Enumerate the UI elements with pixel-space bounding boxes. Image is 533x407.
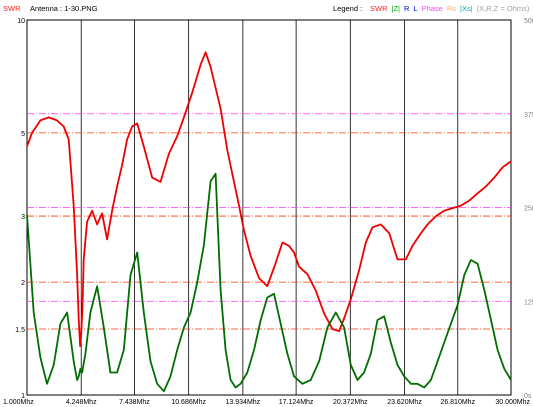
- right-axis-tick-label: 125: [524, 299, 533, 306]
- x-axis-tick-label: 7.438Mhz: [119, 399, 150, 406]
- x-axis-tick-label: 23.620Mhz: [387, 399, 422, 406]
- legend-label: Legend :: [333, 4, 362, 13]
- swr-axis-title: SWR: [3, 4, 21, 13]
- left-axis-tick-label: 5: [21, 131, 25, 138]
- swr-series-line: [26, 51, 512, 348]
- legend-item: R: [404, 4, 410, 13]
- left-axis-tick-label: 2: [21, 280, 25, 287]
- antenna-file-label: Antenna : 1-30.PNG: [30, 4, 98, 13]
- left-axis-tick-label: 3: [21, 214, 25, 221]
- impedance-series-line: [26, 172, 512, 393]
- x-axis-tick-label: 26.810Mhz: [440, 399, 475, 406]
- right-axis-tick-label: 0s: [524, 393, 532, 400]
- x-axis-tick-label: 10.686Mhz: [171, 399, 206, 406]
- x-axis-tick-label: 4.248Mhz: [66, 399, 97, 406]
- left-axis-tick-label: 10: [17, 18, 25, 25]
- legend-item: |Xs|: [460, 4, 473, 13]
- legend-item: |Z|: [392, 4, 401, 13]
- right-axis-tick-label: 250: [524, 206, 533, 213]
- legend-item: L: [413, 4, 417, 13]
- legend: SWR |Z| R L Phase Rs |Xs| (X,R,Z = Ohms): [370, 4, 530, 13]
- series-layer: [26, 51, 512, 393]
- legend-item: SWR: [370, 4, 388, 13]
- header: SWR Antenna : 1-30.PNG Legend : SWR |Z| R L…: [3, 4, 530, 13]
- x-axis-tick-label: 13.934Mhz: [226, 399, 261, 406]
- x-axis-tick-label: 1.000Mhz: [3, 399, 34, 406]
- legend-item: Phase: [422, 4, 443, 13]
- right-axis-tick-label: 375: [524, 112, 533, 119]
- x-axis-tick-label: 20.372Mhz: [333, 399, 368, 406]
- legend-item: (X,R,Z = Ohms): [477, 4, 530, 13]
- left-axis-tick-label: 1.5: [15, 327, 25, 334]
- legend-item: Rs: [447, 4, 456, 13]
- x-axis-tick-label: 17.124Mhz: [279, 399, 314, 406]
- right-axis-tick-label: 500: [524, 18, 533, 25]
- x-axis-tick-label: 30.000Mhz: [495, 399, 530, 406]
- tick-labels: 10 5 3 2 1.5 1 500 375 250 125 0s 1.000Mhz 4.248Mhz 7…: [3, 18, 533, 406]
- left-axis-tick-label: 1: [21, 393, 25, 400]
